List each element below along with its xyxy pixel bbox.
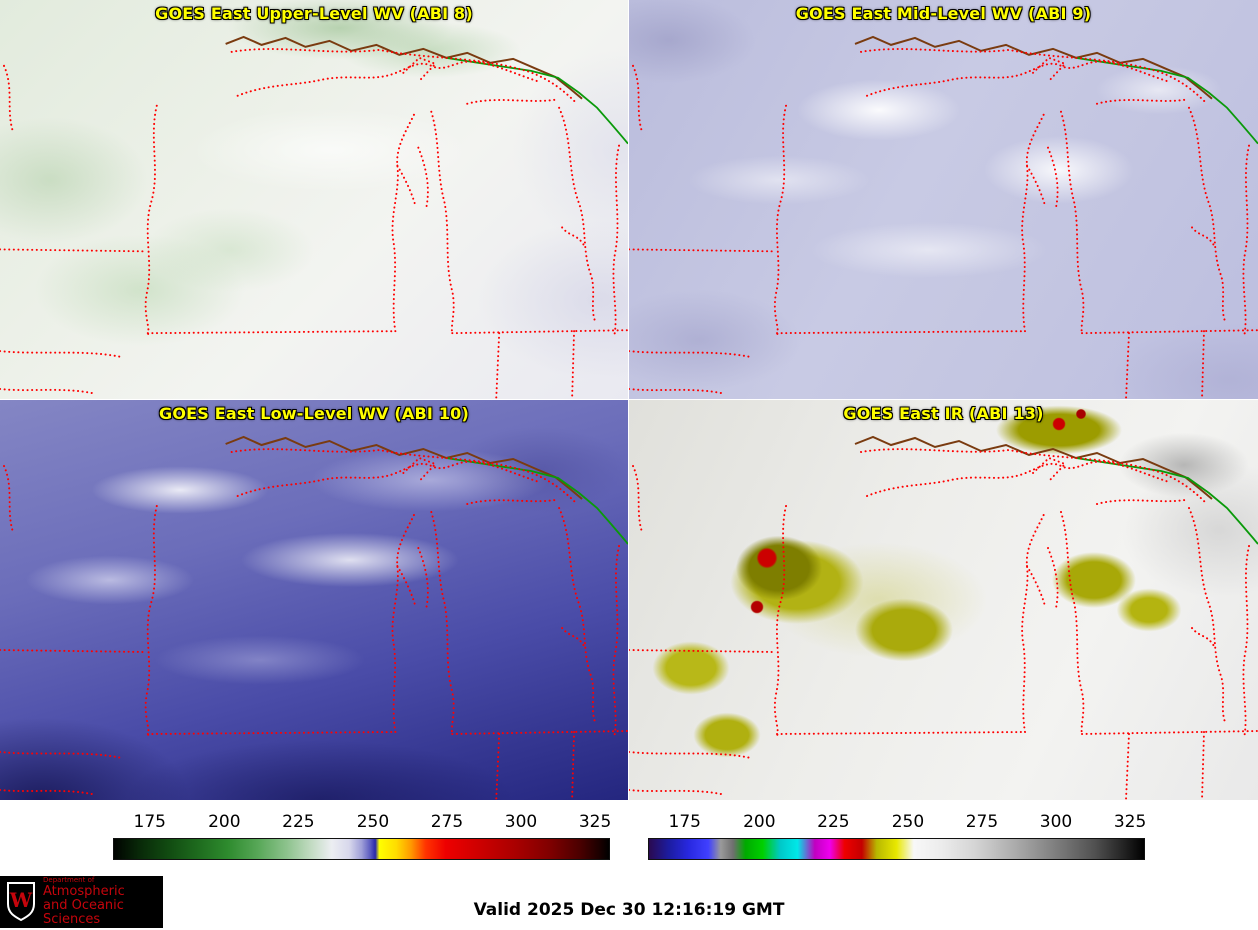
colorbar-tick: 200 (208, 812, 241, 832)
panel-title-ir: GOES East IR (ABI 13) (843, 404, 1044, 423)
panel-ir: GOES East IR (ABI 13) (629, 400, 1258, 800)
panel-title-low-wv: GOES East Low-Level WV (ABI 10) (158, 404, 469, 423)
svg-text:W: W (9, 888, 33, 912)
aos-logo-text: Department of Atmospheric and Oceanic Sc… (43, 877, 157, 927)
colorbar-row: 175 200 225 250 275 300 325 175 200 225 … (0, 812, 1258, 860)
panel-upper-level-wv: GOES East Upper-Level WV (ABI 8) (0, 0, 629, 400)
colorbar-tick: 325 (1113, 812, 1147, 832)
wv-colorbar-gradient (113, 838, 610, 860)
colorbar-tick: 250 (891, 812, 925, 832)
colorbar-tick: 225 (817, 812, 850, 832)
ir-colorbar-ticks: 175 200 225 250 275 300 325 (648, 812, 1147, 838)
uw-crest-icon: W (7, 882, 35, 922)
logo-line-2: and Oceanic Sciences (43, 897, 124, 927)
wv-colorbar: 175 200 225 250 275 300 325 (113, 812, 612, 860)
wv-colorbar-ticks: 175 200 225 250 275 300 325 (113, 812, 612, 838)
logo-department-of: Department of (43, 876, 95, 885)
ir-colorbar-gradient (648, 838, 1145, 860)
panel-title-upper-wv: GOES East Upper-Level WV (ABI 8) (155, 4, 473, 23)
colorbar-tick: 275 (965, 812, 999, 832)
satellite-imagery-abi10 (0, 400, 628, 800)
ir-colorbar: 175 200 225 250 275 300 325 (648, 812, 1147, 860)
colorbar-tick: 225 (282, 812, 315, 832)
colorbar-tick: 250 (356, 812, 390, 832)
logo-line-1: Atmospheric (43, 883, 125, 899)
colorbar-tick: 275 (430, 812, 464, 832)
footer: W Department of Atmospheric and Oceanic … (0, 860, 1258, 928)
colorbar-tick: 175 (668, 812, 701, 832)
imagery-grid: GOES East Upper-Level WV (ABI 8) GOES Ea… (0, 0, 1258, 800)
colorbar-tick: 325 (578, 812, 612, 832)
valid-time: Valid 2025 Dec 30 12:16:19 GMT (473, 900, 785, 920)
satellite-imagery-abi13 (629, 400, 1258, 800)
colorbar-tick: 175 (133, 812, 166, 832)
colorbar-tick: 300 (504, 812, 538, 832)
aos-logo: W Department of Atmospheric and Oceanic … (0, 876, 163, 928)
satellite-imagery-abi8 (0, 0, 628, 399)
colorbar-tick: 200 (743, 812, 776, 832)
panel-low-level-wv: GOES East Low-Level WV (ABI 10) (0, 400, 629, 800)
colorbar-tick: 300 (1039, 812, 1073, 832)
panel-title-mid-wv: GOES East Mid-Level WV (ABI 9) (795, 4, 1092, 23)
satellite-imagery-abi9 (629, 0, 1258, 399)
panel-mid-level-wv: GOES East Mid-Level WV (ABI 9) (629, 0, 1258, 400)
